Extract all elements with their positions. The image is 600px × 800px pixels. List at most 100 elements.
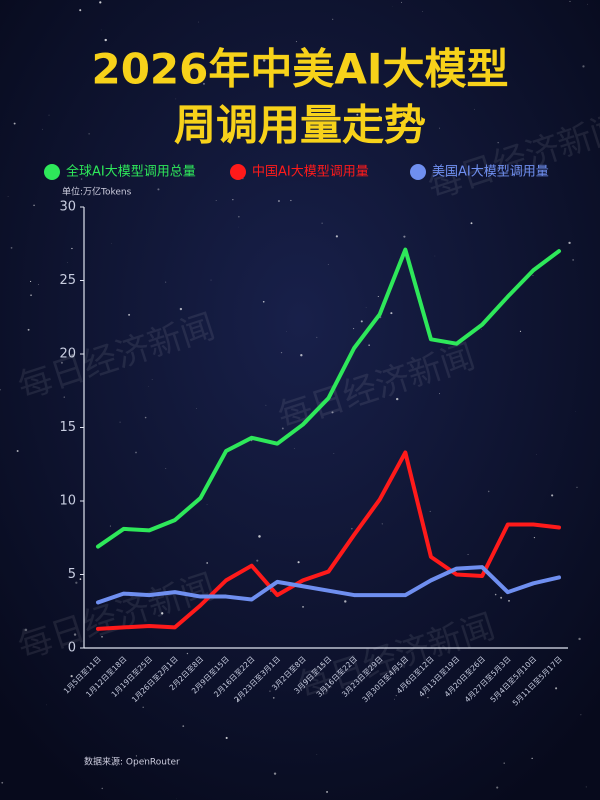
- star: [302, 606, 304, 608]
- star: [42, 128, 43, 130]
- star: [144, 416, 147, 419]
- star: [390, 312, 393, 315]
- star: [272, 697, 275, 699]
- star: [265, 404, 267, 406]
- unit-label: 单位:万亿Tokens: [62, 186, 132, 198]
- star: [258, 535, 261, 538]
- star: [30, 280, 32, 283]
- star: [497, 142, 499, 144]
- series-line: [96, 565, 561, 605]
- star: [321, 222, 323, 224]
- star: [79, 9, 82, 12]
- star: [467, 554, 469, 555]
- star: [237, 215, 240, 218]
- star: [1, 781, 4, 784]
- star: [402, 125, 404, 128]
- star: [46, 704, 47, 706]
- star: [331, 411, 334, 414]
- star: [198, 21, 199, 23]
- star: [316, 336, 318, 338]
- star: [396, 397, 399, 401]
- star: [487, 490, 490, 493]
- star: [378, 115, 381, 119]
- star: [371, 79, 373, 80]
- star: [394, 698, 395, 700]
- star: [157, 188, 160, 191]
- star: [100, 29, 102, 31]
- star: [580, 714, 582, 716]
- star: [393, 60, 396, 63]
- star: [344, 600, 347, 603]
- star: [71, 247, 73, 250]
- legend-label: 美国AI大模型调用量: [432, 165, 549, 180]
- star: [360, 320, 363, 323]
- star: [27, 328, 30, 331]
- y-tick-label: 0: [68, 641, 76, 656]
- star: [206, 504, 208, 505]
- star: [368, 344, 370, 346]
- star: [48, 114, 50, 116]
- star: [295, 41, 297, 43]
- y-tick-label: 20: [59, 347, 76, 362]
- star: [533, 536, 536, 539]
- star: [473, 108, 475, 110]
- star: [67, 262, 68, 263]
- star: [225, 736, 228, 739]
- series-line: [96, 247, 561, 549]
- star: [71, 354, 74, 357]
- star: [508, 599, 510, 602]
- star: [422, 11, 424, 13]
- star: [356, 113, 359, 116]
- star: [377, 295, 379, 298]
- star: [16, 450, 19, 452]
- star: [30, 294, 32, 296]
- star: [333, 453, 335, 455]
- y-tick-label: 15: [59, 420, 76, 435]
- star: [179, 307, 183, 311]
- star: [494, 593, 497, 596]
- star: [210, 279, 212, 281]
- star: [555, 687, 558, 690]
- star: [101, 787, 103, 790]
- star: [13, 122, 16, 125]
- chart-title: 周调用量走势: [174, 101, 426, 150]
- star: [262, 300, 265, 303]
- star: [0, 389, 1, 391]
- star: [215, 200, 217, 201]
- star: [551, 494, 554, 497]
- star: [109, 525, 111, 527]
- star: [88, 133, 90, 135]
- star: [576, 486, 578, 488]
- star: [481, 329, 482, 330]
- series-line: [96, 450, 561, 631]
- star: [293, 448, 295, 449]
- star: [206, 562, 208, 564]
- star: [175, 98, 177, 100]
- star: [572, 259, 574, 261]
- star: [101, 635, 103, 638]
- star: [119, 421, 121, 423]
- star: [186, 652, 189, 655]
- star: [536, 454, 537, 456]
- star: [470, 222, 473, 225]
- star: [104, 38, 107, 42]
- star: [70, 675, 73, 678]
- star: [353, 328, 355, 330]
- star: [373, 68, 376, 70]
- star: [568, 241, 571, 245]
- star: [365, 307, 367, 308]
- star: [403, 235, 406, 238]
- star: [135, 451, 137, 454]
- star: [165, 281, 167, 283]
- legend-label: 中国AI大模型调用量: [252, 165, 369, 180]
- y-tick-label: 10: [59, 494, 76, 509]
- legend-marker: [410, 164, 426, 180]
- star: [143, 758, 145, 760]
- star: [33, 204, 35, 207]
- y-tick-label: 25: [59, 273, 76, 288]
- star: [236, 698, 239, 701]
- star: [24, 628, 28, 632]
- star: [63, 396, 65, 398]
- star: [262, 670, 264, 672]
